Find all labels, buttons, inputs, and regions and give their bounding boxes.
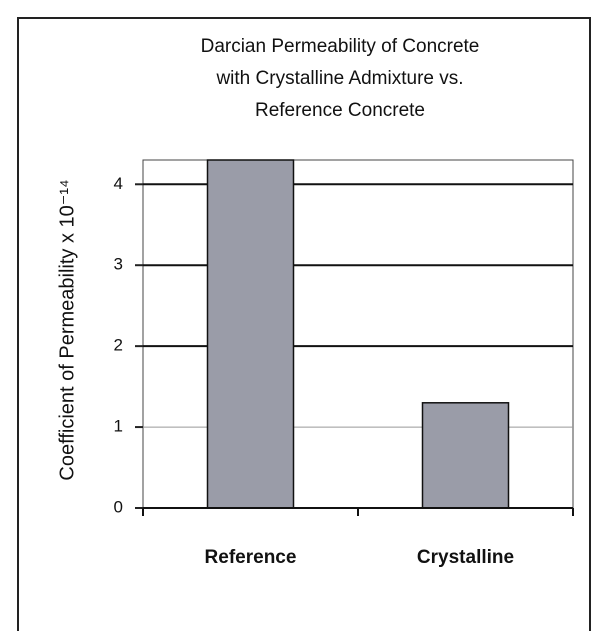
y-tick-label: 4	[114, 174, 123, 193]
x-tick-label: Crystalline	[417, 547, 514, 568]
bar	[421, 402, 510, 509]
chart-title: with Crystalline Admixture vs.	[215, 68, 463, 89]
y-tick-label: 0	[114, 497, 123, 516]
bar	[206, 159, 295, 509]
y-tick-label: 1	[114, 417, 123, 436]
y-tick-label: 3	[114, 255, 123, 274]
y-tick-label: 2	[114, 336, 123, 355]
chart-title: Darcian Permeability of Concrete	[201, 36, 480, 57]
y-axis-label: Coefficient of Permeability x 10⁻¹⁴	[56, 179, 78, 480]
x-tick-label: Reference	[205, 547, 297, 568]
frame	[17, 17, 591, 631]
chart-title: Reference Concrete	[255, 100, 425, 121]
